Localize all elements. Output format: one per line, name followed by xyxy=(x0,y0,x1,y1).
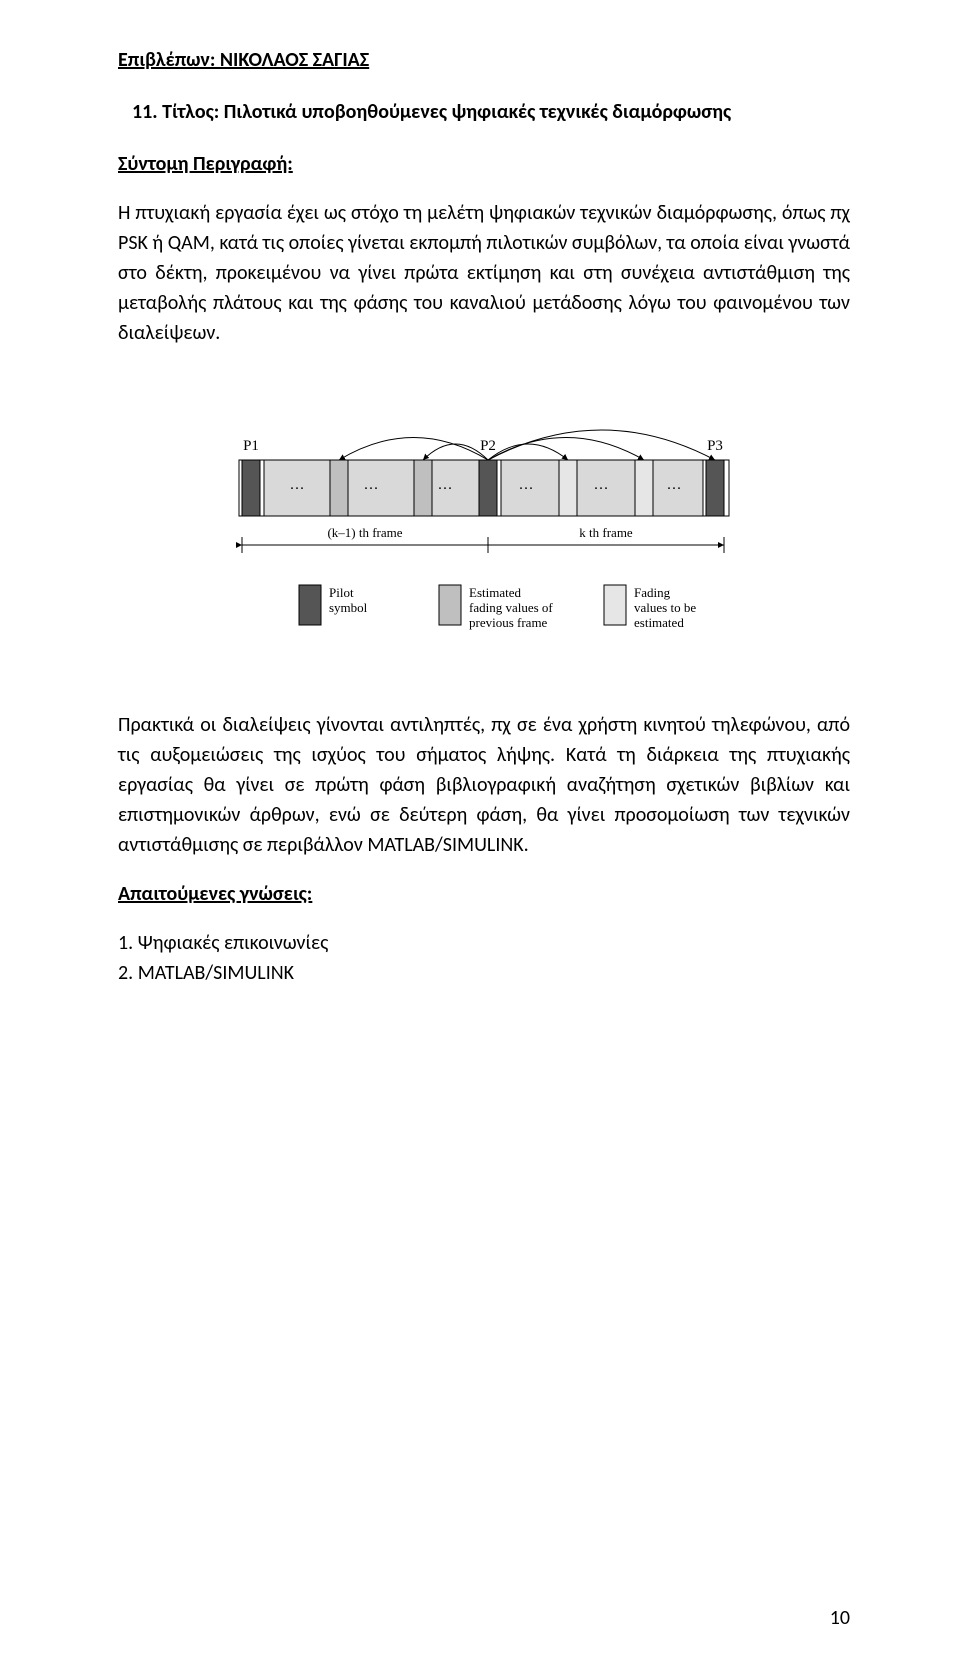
svg-text:values to be: values to be xyxy=(634,600,696,615)
doc-title: 11. Τίτλος: Πιλοτικά υποβοηθούμενες ψηφι… xyxy=(118,100,850,124)
frame-diagram: P1 P2 P3 ··· ··· ··· ··· ··· ··· (k–1) th frame k … xyxy=(118,370,850,680)
requirements-heading: Απαιτούμενες γνώσεις: xyxy=(118,882,850,906)
requirements-list: 1. Ψηφιακές επικοινωνίες 2. MATLAB/SIMUL… xyxy=(118,928,850,988)
brief-heading: Σύντομη Περιγραφή: xyxy=(118,152,850,176)
svg-text:···: ··· xyxy=(594,481,609,497)
svg-text:Fading: Fading xyxy=(634,585,671,600)
svg-text:···: ··· xyxy=(438,481,453,497)
title-number: 11. xyxy=(132,100,158,124)
svg-text:P3: P3 xyxy=(707,438,723,454)
svg-text:···: ··· xyxy=(290,481,305,497)
svg-text:P1: P1 xyxy=(243,438,259,454)
requirement-1: 1. Ψηφιακές επικοινωνίες xyxy=(118,928,850,958)
svg-text:fading values of: fading values of xyxy=(469,600,553,615)
svg-text:···: ··· xyxy=(667,481,682,497)
svg-text:···: ··· xyxy=(519,481,534,497)
supervisor-line: Επιβλέπων: ΝΙΚΟΛΑΟΣ ΣΑΓΙΑΣ xyxy=(118,48,850,72)
paragraph-2: Πρακτικά οι διαλείψεις γίνονται αντιληπτ… xyxy=(118,710,850,860)
title-text: Τίτλος: Πιλοτικά υποβοηθούμενες ψηφιακές… xyxy=(162,100,731,124)
svg-text:symbol: symbol xyxy=(329,600,368,615)
svg-text:previous frame: previous frame xyxy=(469,615,548,630)
paragraph-1: Η πτυχιακή εργασία έχει ως στόχο τη μελέ… xyxy=(118,198,850,348)
page-number: 10 xyxy=(830,1606,850,1630)
svg-text:(k–1) th frame: (k–1) th frame xyxy=(327,525,402,540)
svg-text:···: ··· xyxy=(364,481,379,497)
svg-text:P2: P2 xyxy=(480,438,496,454)
svg-text:Pilot: Pilot xyxy=(329,585,354,600)
svg-text:k th frame: k th frame xyxy=(579,525,633,540)
svg-text:estimated: estimated xyxy=(634,615,684,630)
svg-text:Estimated: Estimated xyxy=(469,585,521,600)
requirement-2: 2. MATLAB/SIMULINK xyxy=(118,958,850,988)
frame-diagram-svg: P1 P2 P3 ··· ··· ··· ··· ··· ··· (k–1) th frame k … xyxy=(204,370,764,680)
